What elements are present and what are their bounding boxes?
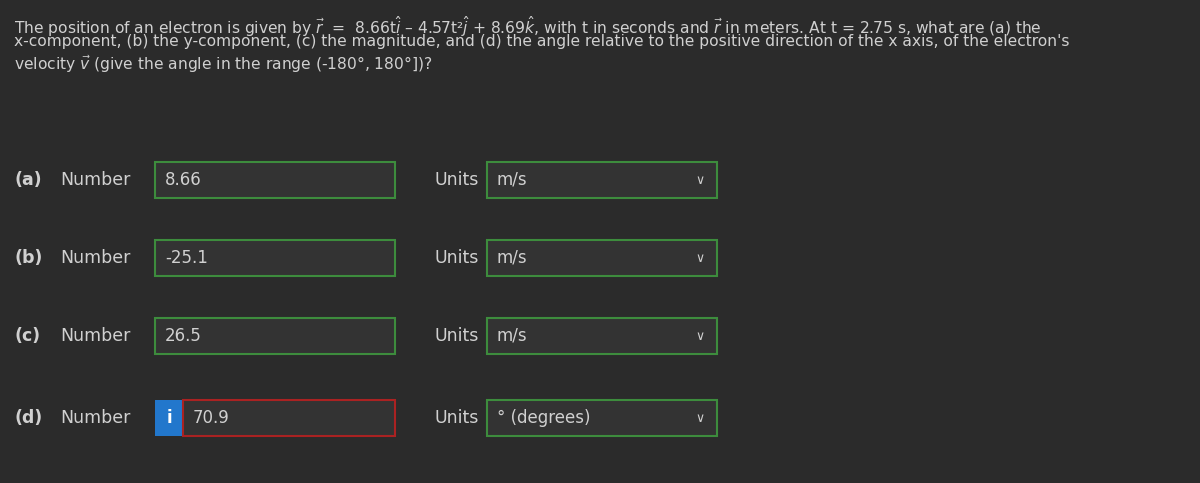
Text: ∨: ∨ [696, 412, 706, 425]
Text: Units: Units [436, 409, 479, 427]
Text: ° (degrees): ° (degrees) [497, 409, 590, 427]
Bar [155, 318, 395, 354]
Text: (c): (c) [14, 327, 40, 345]
Text: m/s: m/s [497, 249, 528, 267]
Bar [155, 162, 395, 198]
Text: -25.1: -25.1 [166, 249, 208, 267]
Bar [487, 400, 718, 436]
Text: m/s: m/s [497, 327, 528, 345]
Text: (b): (b) [14, 249, 42, 267]
Text: velocity $\vec{v}$ (give the angle in the range (-180°, 180°])?: velocity $\vec{v}$ (give the angle in th… [14, 54, 432, 75]
Text: 70.9: 70.9 [193, 409, 229, 427]
Text: i: i [166, 409, 172, 427]
Text: Number: Number [60, 327, 131, 345]
Text: Number: Number [60, 249, 131, 267]
Text: Units: Units [436, 327, 479, 345]
Text: x-component, (b) the y-component, (c) the magnitude, and (d) the angle relative : x-component, (b) the y-component, (c) th… [14, 34, 1069, 49]
Bar [487, 318, 718, 354]
Text: (d): (d) [14, 409, 42, 427]
Text: 8.66: 8.66 [166, 171, 202, 189]
Text: 26.5: 26.5 [166, 327, 202, 345]
Bar [182, 400, 395, 436]
Text: ∨: ∨ [696, 173, 706, 186]
Bar [487, 162, 718, 198]
Text: Units: Units [436, 171, 479, 189]
Text: m/s: m/s [497, 171, 528, 189]
Bar [155, 240, 395, 276]
Text: (a): (a) [14, 171, 42, 189]
Bar [155, 400, 182, 436]
Text: The position of an electron is given by $\vec{r}$  =  8.66t$\hat{i}$ – 4.57t²$\h: The position of an electron is given by … [14, 14, 1042, 39]
Text: ∨: ∨ [696, 252, 706, 265]
Text: Number: Number [60, 409, 131, 427]
Text: Number: Number [60, 171, 131, 189]
Text: ∨: ∨ [696, 329, 706, 342]
Bar [487, 240, 718, 276]
Text: Units: Units [436, 249, 479, 267]
